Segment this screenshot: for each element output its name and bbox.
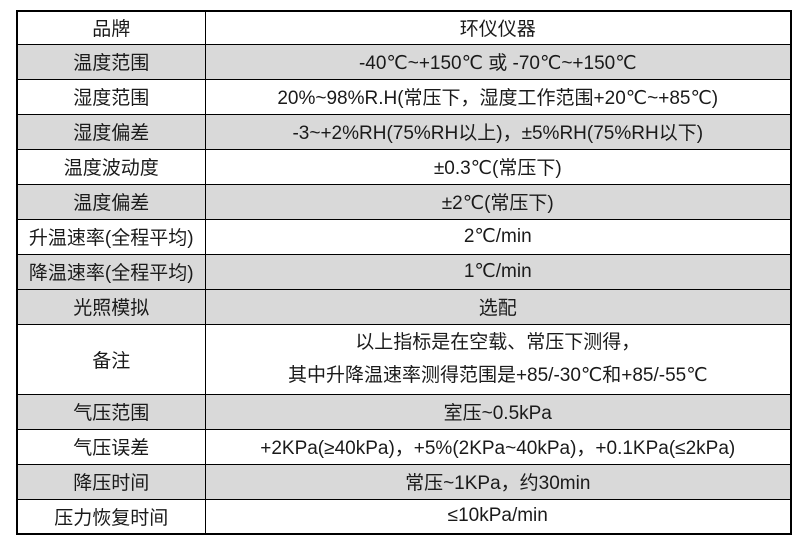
spec-value: +2KPa(≥40kPa)，+5%(2KPa~40kPa)，+0.1KPa(≤2… bbox=[204, 428, 792, 465]
table-row-pressure-recovery-time: 压力恢复时间 ≤10kPa/min bbox=[16, 498, 792, 535]
spec-value: 2℃/min bbox=[204, 218, 792, 255]
brand-value-cell: 环仪仪器 bbox=[204, 10, 792, 45]
spec-value: -40℃~+150℃ 或 -70℃~+150℃ bbox=[204, 43, 792, 80]
table-row-temperature-deviation: 温度偏差 ±2℃(常压下) bbox=[16, 183, 792, 220]
table-header-row: 品牌 环仪仪器 bbox=[16, 10, 792, 45]
table-row-light-simulation: 光照模拟 选配 bbox=[16, 288, 792, 325]
spec-value: 室压~0.5kPa bbox=[204, 393, 792, 430]
spec-label: 温度波动度 bbox=[16, 148, 206, 185]
table-row-humidity-range: 湿度范围 20%~98%R.H(常压下，湿度工作范围+20℃~+85℃) bbox=[16, 78, 792, 115]
remarks-line-2: 其中升降温速率测得范围是+85/-30℃和+85/-55℃ bbox=[287, 365, 708, 386]
spec-label: 升温速率(全程平均) bbox=[16, 218, 206, 255]
spec-label: 降压时间 bbox=[16, 463, 206, 500]
brand-label-cell: 品牌 bbox=[16, 10, 206, 45]
spec-label: 温度范围 bbox=[16, 43, 206, 80]
spec-value: 选配 bbox=[204, 288, 792, 325]
spec-value: 以上指标是在空载、常压下测得， 其中升降温速率测得范围是+85/-30℃和+85… bbox=[204, 323, 792, 395]
spec-table: 品牌 环仪仪器 温度范围 -40℃~+150℃ 或 -70℃~+150℃ 湿度范… bbox=[16, 10, 792, 535]
spec-label: 备注 bbox=[16, 323, 206, 395]
spec-value: 20%~98%R.H(常压下，湿度工作范围+20℃~+85℃) bbox=[204, 78, 792, 115]
table-row-temperature-fluctuation: 温度波动度 ±0.3℃(常压下) bbox=[16, 148, 792, 185]
spec-value: ≤10kPa/min bbox=[204, 498, 792, 535]
table-row-remarks: 备注 以上指标是在空载、常压下测得， 其中升降温速率测得范围是+85/-30℃和… bbox=[16, 323, 792, 395]
spec-label: 气压误差 bbox=[16, 428, 206, 465]
spec-value: 1℃/min bbox=[204, 253, 792, 290]
table-row-temperature-range: 温度范围 -40℃~+150℃ 或 -70℃~+150℃ bbox=[16, 43, 792, 80]
table-row-pressure-range: 气压范围 室压~0.5kPa bbox=[16, 393, 792, 430]
spec-value: ±2℃(常压下) bbox=[204, 183, 792, 220]
spec-label: 气压范围 bbox=[16, 393, 206, 430]
spec-value: 常压~1KPa，约30min bbox=[204, 463, 792, 500]
table-row-humidity-deviation: 湿度偏差 -3~+2%RH(75%RH以上)，±5%RH(75%RH以下) bbox=[16, 113, 792, 150]
table-row-pressure-error: 气压误差 +2KPa(≥40kPa)，+5%(2KPa~40kPa)，+0.1K… bbox=[16, 428, 792, 465]
spec-value: -3~+2%RH(75%RH以上)，±5%RH(75%RH以下) bbox=[204, 113, 792, 150]
spec-label: 湿度范围 bbox=[16, 78, 206, 115]
spec-label: 降温速率(全程平均) bbox=[16, 253, 206, 290]
table-row-heating-rate: 升温速率(全程平均) 2℃/min bbox=[16, 218, 792, 255]
remarks-line-1: 以上指标是在空载、常压下测得， bbox=[355, 332, 641, 353]
table-row-cooling-rate: 降温速率(全程平均) 1℃/min bbox=[16, 253, 792, 290]
spec-label: 光照模拟 bbox=[16, 288, 206, 325]
spec-label: 压力恢复时间 bbox=[16, 498, 206, 535]
table-row-depressurization-time: 降压时间 常压~1KPa，约30min bbox=[16, 463, 792, 500]
spec-value: ±0.3℃(常压下) bbox=[204, 148, 792, 185]
spec-label: 湿度偏差 bbox=[16, 113, 206, 150]
spec-label: 温度偏差 bbox=[16, 183, 206, 220]
